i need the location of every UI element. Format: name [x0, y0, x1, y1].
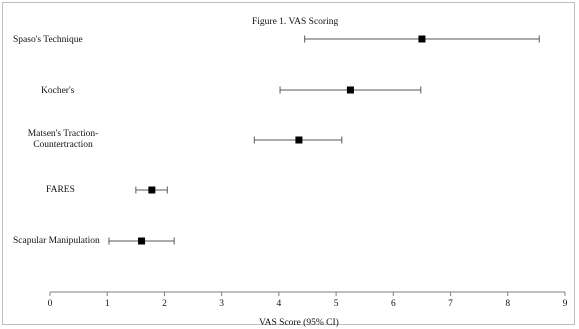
x-tick-label: 2 [162, 299, 167, 309]
mean-marker [346, 86, 354, 94]
x-axis-label: VAS Score (95% CI) [259, 318, 339, 328]
x-tick-label: 7 [448, 299, 453, 309]
x-tick-label: 1 [105, 299, 110, 309]
mean-marker [295, 136, 303, 144]
x-tick-label: 0 [48, 299, 53, 309]
forest-plot: 0 1 2 3 4 5 6 7 8 9 [48, 35, 568, 309]
chart-title: Figure 1. VAS Scoring [252, 17, 339, 27]
x-tick-label: 3 [219, 299, 224, 309]
mean-marker [148, 186, 156, 194]
category-label-fares: FARES [46, 185, 75, 195]
category-label-spasos-technique: Spaso's Technique [13, 35, 83, 45]
x-tick-label: 8 [505, 299, 510, 309]
x-tick-label: 6 [391, 299, 396, 309]
mean-marker [418, 35, 426, 43]
x-tick-label: 9 [563, 299, 568, 309]
category-label-matsens-traction: Matsen's Traction-Countertraction [27, 129, 99, 150]
x-tick-label: 4 [277, 299, 282, 309]
mean-marker [138, 237, 146, 245]
x-tick-label: 5 [334, 299, 339, 309]
category-label-kochers: Kocher's [41, 86, 75, 96]
category-label-scapular-manipulation: Scapular Manipulation [13, 236, 100, 246]
